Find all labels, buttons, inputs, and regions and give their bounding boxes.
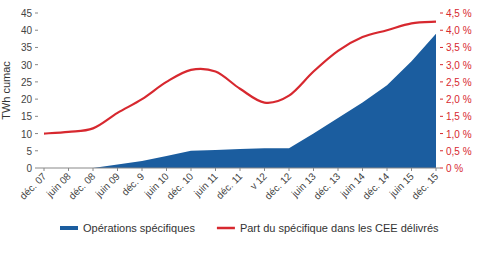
x-tick: [68, 168, 69, 171]
y-tick: [35, 168, 38, 169]
x-tick: [166, 168, 167, 171]
chart: TWh cumac 0 5 10 15 20 25 30 35 40 45 0 % 0,5 % 1,0 %…: [0, 0, 485, 253]
y2-tick-label: 0 %: [446, 163, 463, 174]
y-tick: [35, 47, 38, 48]
x-tick: [240, 168, 241, 171]
x-tick: [387, 168, 388, 171]
area: [93, 34, 436, 168]
x-tick: [191, 168, 192, 171]
y2-tick-label: 4,0 %: [446, 25, 472, 36]
y2-tick-label: 3,5 %: [446, 42, 472, 53]
line: [44, 22, 436, 134]
y2-tick-label: 1,5 %: [446, 111, 472, 122]
y2-tick: [440, 81, 443, 82]
x-tick: [264, 168, 265, 171]
x-tick: [215, 168, 216, 171]
x-tick-label: déc. 12: [262, 170, 293, 201]
y2-tick: [440, 116, 443, 117]
y-tick-label: 30: [21, 60, 33, 71]
y2-tick: [440, 13, 443, 14]
y2-tick: [440, 150, 443, 151]
y2-tick-label: 4,5 %: [446, 8, 472, 19]
legend-label: Opérations spécifiques: [83, 222, 195, 234]
y-tick: [35, 150, 38, 151]
x-tick-label: déc. 11: [214, 170, 245, 201]
x-tick-label: déc. 07: [17, 170, 48, 201]
x-tick-label: déc. 10: [164, 170, 195, 201]
x-tick-label: v 12: [248, 170, 269, 191]
y2-tick: [440, 30, 443, 31]
y-tick: [35, 81, 38, 82]
x-tick: [117, 168, 118, 171]
y2-tick: [440, 64, 443, 65]
x-tick-label: juin 09: [93, 170, 123, 200]
x-tick: [93, 168, 94, 171]
x-tick: [44, 168, 45, 171]
x-axis: [38, 168, 440, 169]
legend-swatch: [217, 227, 235, 230]
y-tick-label: 20: [21, 94, 33, 105]
y2-tick: [440, 47, 443, 48]
y-tick-label: 35: [21, 42, 33, 53]
y2-tick-label: 2,5 %: [446, 77, 472, 88]
y-tick-label: 15: [21, 111, 33, 122]
x-tick: [142, 168, 143, 171]
y2-tick-label: 2,0 %: [446, 94, 472, 105]
x-tick: [436, 168, 437, 171]
x-tick-label: déc. 9: [119, 170, 146, 197]
y-tick: [35, 13, 38, 14]
x-tick: [313, 168, 314, 171]
x-tick: [362, 168, 363, 171]
y-tick-label: 45: [21, 8, 33, 19]
y-tick: [35, 133, 38, 134]
x-tick-label: déc. 14: [360, 170, 391, 201]
legend-label: Part du spécifique dans les CEE délivrés: [240, 222, 439, 234]
y-tick: [35, 99, 38, 100]
y-tick-label: 25: [21, 77, 33, 88]
y-tick: [35, 30, 38, 31]
y-tick-label: 5: [26, 146, 32, 157]
plot-area: [44, 22, 436, 168]
y2-tick-label: 0,5 %: [446, 146, 472, 157]
x-tick-label: déc. 08: [66, 170, 97, 201]
legend-swatch: [60, 226, 78, 230]
y2-tick-label: 3,0 %: [446, 60, 472, 71]
y2-tick: [440, 99, 443, 100]
x-tick: [289, 168, 290, 171]
x-tick: [338, 168, 339, 171]
legend: Opérations spécifiques Part du spécifique…: [60, 222, 439, 234]
x-tick-label: déc. 15: [409, 170, 440, 201]
y-tick-label: 40: [21, 25, 33, 36]
y-tick: [35, 116, 38, 117]
y-axis-label: TWh cumac: [0, 61, 12, 120]
y-tick: [35, 64, 38, 65]
y-tick-label: 10: [21, 129, 33, 140]
x-tick: [411, 168, 412, 171]
y-tick-label: 0: [26, 163, 32, 174]
y2-tick: [440, 133, 443, 134]
y2-tick-label: 1,0 %: [446, 129, 472, 140]
y2-tick: [440, 168, 443, 169]
x-tick-label: déc. 13: [311, 170, 342, 201]
